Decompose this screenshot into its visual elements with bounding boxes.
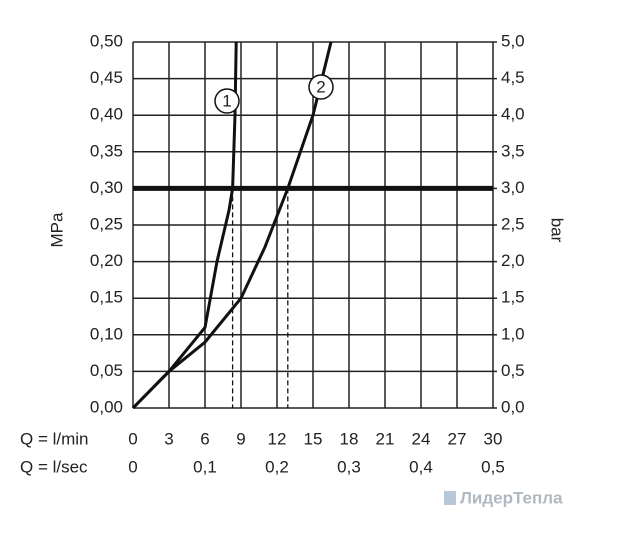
y-tick-label: 0,35 bbox=[90, 141, 123, 160]
y-tick-label: 0,40 bbox=[90, 105, 123, 124]
series-label: 2 bbox=[316, 77, 325, 96]
y2-tick-label: 0,5 bbox=[501, 361, 525, 380]
y-tick-label: 0,45 bbox=[90, 68, 123, 87]
series-label: 1 bbox=[222, 91, 231, 110]
y2-tick-label: 2,5 bbox=[501, 214, 525, 233]
line bbox=[131, 41, 238, 410]
x2-tick-label: 0,2 bbox=[265, 457, 289, 476]
x2-tick-label: 0,1 bbox=[193, 457, 217, 476]
y-tick-label: 0,25 bbox=[90, 214, 123, 233]
y-tick-label: 0,10 bbox=[90, 324, 123, 343]
y-tick-label: 0,00 bbox=[90, 397, 123, 416]
watermark-icon bbox=[444, 491, 456, 505]
x2-tick-label: 0,4 bbox=[409, 457, 433, 476]
x2-tick-label: 0,3 bbox=[337, 457, 361, 476]
x-axis-label: Q = l/min bbox=[20, 429, 89, 448]
y-tick-label: 0,30 bbox=[90, 178, 123, 197]
x-tick-label: 3 bbox=[164, 429, 173, 448]
x-tick-label: 12 bbox=[268, 429, 287, 448]
y2-tick-label: 0,0 bbox=[501, 397, 525, 416]
watermark: ЛидерТепла bbox=[460, 488, 563, 507]
y2-tick-label: 4,0 bbox=[501, 105, 525, 124]
y-tick-label: 0,05 bbox=[90, 361, 123, 380]
x-tick-label: 0 bbox=[128, 429, 137, 448]
y-tick-label: 0,50 bbox=[90, 31, 123, 50]
y2-tick-label: 4,5 bbox=[501, 68, 525, 87]
y2-tick-label: 2,0 bbox=[501, 251, 525, 270]
x2-tick-label: 0 bbox=[128, 457, 137, 476]
x-tick-label: 15 bbox=[304, 429, 323, 448]
x-tick-label: 27 bbox=[448, 429, 467, 448]
x-tick-label: 18 bbox=[340, 429, 359, 448]
y2-tick-label: 3,5 bbox=[501, 141, 525, 160]
x-tick-label: 30 bbox=[484, 429, 503, 448]
x2-tick-label: 0,5 bbox=[481, 457, 505, 476]
y2-tick-label: 1,5 bbox=[501, 288, 525, 307]
x-tick-label: 21 bbox=[376, 429, 395, 448]
y2-tick-label: 5,0 bbox=[501, 31, 525, 50]
line bbox=[131, 41, 333, 410]
y-axis-label: MPa bbox=[47, 212, 66, 248]
x-tick-label: 6 bbox=[200, 429, 209, 448]
x-tick-label: 24 bbox=[412, 429, 431, 448]
x-tick-label: 9 bbox=[236, 429, 245, 448]
y2-tick-label: 1,0 bbox=[501, 324, 525, 343]
series-label-circle bbox=[214, 88, 240, 114]
y-tick-label: 0,15 bbox=[90, 288, 123, 307]
x2-axis-label: Q = l/sec bbox=[20, 457, 88, 476]
y-tick-label: 0,20 bbox=[90, 251, 123, 270]
y2-tick-label: 3,0 bbox=[501, 178, 525, 197]
y2-axis-label: bar bbox=[548, 218, 567, 243]
series-label-circle bbox=[308, 74, 334, 100]
